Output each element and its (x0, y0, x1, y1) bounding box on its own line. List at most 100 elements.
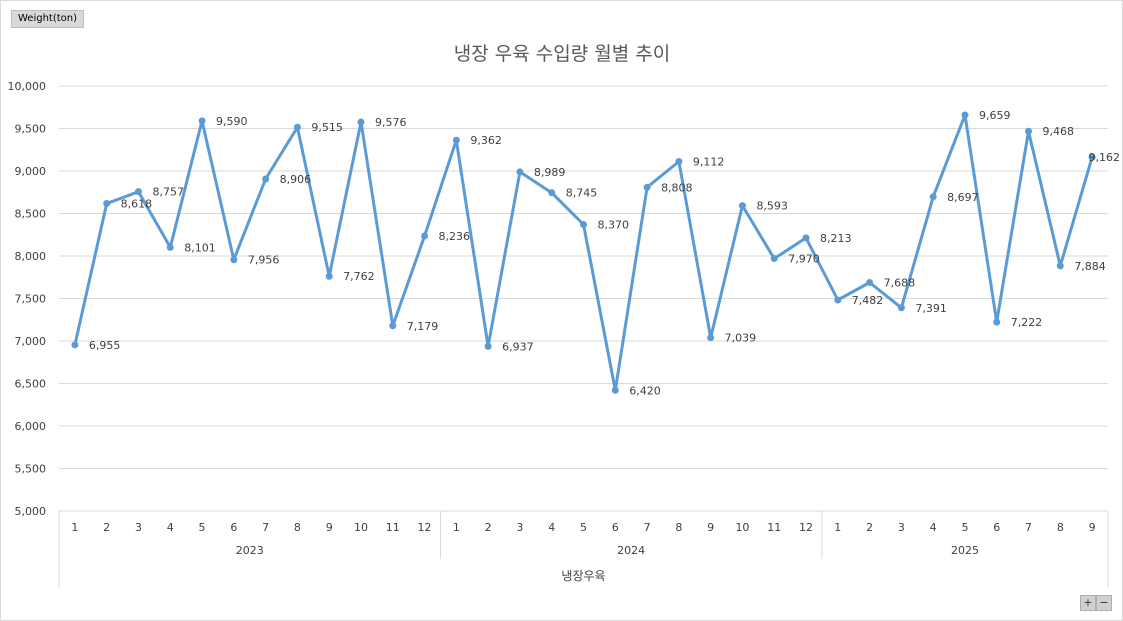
data-point (325, 272, 333, 280)
x-tick-label: 11 (767, 521, 781, 534)
data-point (961, 111, 969, 119)
x-group-label: 2024 (617, 544, 645, 557)
data-label: 7,970 (788, 253, 820, 266)
y-tick-label: 5,000 (15, 505, 47, 518)
x-tick-label: 7 (1025, 521, 1032, 534)
y-tick-label: 8,000 (15, 250, 47, 263)
data-label: 9,515 (311, 121, 343, 134)
x-tick-label: 9 (707, 521, 714, 534)
x-tick-label: 6 (612, 521, 619, 534)
data-label: 8,101 (184, 241, 216, 254)
data-point (262, 175, 270, 183)
data-point (71, 341, 79, 349)
y-tick-label: 6,500 (15, 378, 47, 391)
data-label: 8,745 (566, 187, 598, 200)
data-label: 7,956 (248, 254, 279, 267)
data-label: 9,162 (1089, 151, 1121, 164)
x-tick-label: 6 (993, 521, 1000, 534)
data-label: 7,391 (915, 302, 947, 315)
x-tick-label: 1 (453, 521, 460, 534)
data-point (484, 342, 492, 350)
data-point (421, 232, 429, 240)
x-tick-label: 11 (386, 521, 400, 534)
data-point (389, 322, 397, 330)
data-label: 8,757 (152, 186, 184, 199)
x-group-label: 2023 (236, 544, 264, 557)
data-label: 9,362 (470, 134, 502, 147)
y-axis: 5,000 5,500 6,000 6,500 7,000 7,500 8,000 8,500… (8, 80, 47, 518)
x-category-label: 냉장우육 (561, 569, 605, 583)
x-tick-label: 5 (580, 521, 587, 534)
y-tick-label: 10,000 (8, 80, 47, 93)
data-point (834, 296, 842, 304)
data-point (929, 193, 937, 201)
data-label: 6,420 (629, 384, 661, 397)
x-tick-label: 5 (961, 521, 968, 534)
x-tick-label: 1 (834, 521, 841, 534)
data-point (103, 199, 111, 207)
data-point (1088, 153, 1096, 161)
x-tick-label: 4 (548, 521, 555, 534)
data-point (293, 123, 301, 131)
x-tick-label: 10 (735, 521, 749, 534)
data-point (230, 256, 238, 264)
x-tick-label: 8 (1057, 521, 1064, 534)
data-point (1025, 127, 1033, 135)
y-tick-label: 9,000 (15, 165, 47, 178)
data-point (866, 279, 874, 287)
x-tick-label: 12 (418, 521, 432, 534)
x-tick-label: 3 (135, 521, 142, 534)
x-tick-label: 6 (230, 521, 237, 534)
data-point (897, 304, 905, 312)
data-point (643, 183, 651, 191)
x-tick-label: 4 (167, 521, 174, 534)
data-label: 6,937 (502, 340, 534, 353)
unit-label[interactable]: Weight(ton) (11, 10, 85, 28)
data-label: 8,370 (598, 219, 630, 232)
data-point (166, 243, 174, 251)
y-tick-label: 7,000 (15, 335, 47, 348)
data-point (580, 221, 587, 229)
x-tick-label: 10 (354, 521, 368, 534)
data-label: 8,906 (280, 173, 312, 186)
series-polyline (73, 113, 1094, 392)
data-label: 8,989 (534, 166, 566, 179)
x-tick-label: 9 (326, 521, 333, 534)
zoom-in-button[interactable]: + (1080, 595, 1096, 611)
x-tick-label: 7 (262, 521, 269, 534)
data-point (802, 234, 810, 242)
x-tick-label: 12 (799, 521, 813, 534)
y-tick-label: 6,000 (15, 420, 47, 433)
x-tick-label: 7 (644, 521, 651, 534)
data-label: 8,593 (756, 200, 788, 213)
data-point (134, 188, 142, 196)
data-point (738, 202, 746, 210)
data-label: 7,039 (725, 332, 757, 345)
x-tick-label: 1 (71, 521, 78, 534)
data-label: 9,659 (979, 109, 1011, 122)
x-tick-label: 5 (199, 521, 206, 534)
data-label: 7,179 (407, 320, 439, 333)
data-label: 8,213 (820, 232, 852, 245)
x-tick-label: 9 (1089, 521, 1096, 534)
data-point (548, 189, 556, 197)
x-tick-label: 8 (675, 521, 682, 534)
data-label: 8,697 (947, 191, 979, 204)
data-label: 9,590 (216, 115, 248, 128)
y-tick-label: 8,500 (15, 208, 47, 221)
data-label: 8,808 (661, 181, 693, 194)
data-label: 6,955 (89, 339, 121, 352)
zoom-out-button[interactable]: − (1096, 595, 1112, 611)
data-point (993, 318, 1001, 326)
data-point (452, 136, 460, 144)
data-label: 7,482 (852, 294, 884, 307)
x-tick-label: 2 (103, 521, 110, 534)
x-tick-label: 3 (898, 521, 905, 534)
data-label: 8,236 (439, 230, 471, 243)
y-tick-label: 5,500 (15, 463, 47, 476)
data-point (675, 157, 683, 165)
chart-title: 냉장 우육 수입량 월별 추이 (454, 43, 670, 65)
data-label: 7,688 (884, 277, 916, 290)
